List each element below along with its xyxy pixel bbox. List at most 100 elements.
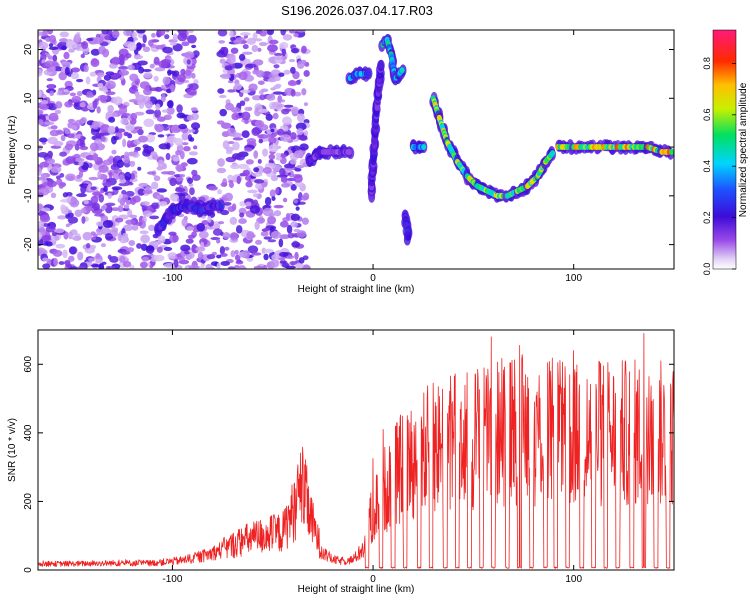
heatmap-cell xyxy=(285,213,291,220)
heatmap-cell xyxy=(127,247,135,253)
heatmap-cell xyxy=(258,41,268,47)
heatmap-cell xyxy=(90,264,101,268)
heatmap-cell xyxy=(219,58,226,64)
heatmap-cell xyxy=(103,185,108,193)
heatmap-cell xyxy=(128,151,137,156)
heatmap-cell xyxy=(48,43,54,48)
heatmap-cell xyxy=(301,195,308,201)
heatmap-cell xyxy=(118,69,130,76)
heatmap-cell xyxy=(68,255,75,262)
heatmap-cell xyxy=(265,113,273,121)
heatmap-cell xyxy=(122,138,127,148)
heatmap-cell xyxy=(227,89,236,93)
x-tick-label: 0 xyxy=(370,273,376,284)
heatmap-cell xyxy=(150,151,158,157)
heatmap-cell xyxy=(270,259,280,268)
heatmap-cell xyxy=(142,34,147,44)
heatmap-cell xyxy=(219,245,226,255)
heatmap-cell xyxy=(195,246,206,252)
heatmap-cell xyxy=(40,31,48,37)
heatmap-cell xyxy=(262,228,270,232)
heatmap-cell xyxy=(160,84,167,90)
heatmap-cell xyxy=(231,112,240,121)
heatmap-cell xyxy=(142,46,151,53)
heatmap-cell xyxy=(89,71,97,77)
heatmap-cell xyxy=(239,200,246,207)
heatmap-cell xyxy=(258,138,264,144)
heatmap-cell xyxy=(188,264,200,269)
heatmap-cell xyxy=(301,88,307,96)
heatmap-cell xyxy=(38,31,43,37)
heatmap-cell xyxy=(68,231,73,240)
heatmap-cell xyxy=(218,202,224,209)
heatmap-cell xyxy=(97,170,102,179)
heatmap-cell xyxy=(117,205,124,213)
heatmap-cell xyxy=(80,207,87,214)
heatmap-cell xyxy=(100,136,106,142)
heatmap-cell xyxy=(175,176,184,182)
heatmap-cell xyxy=(669,148,674,155)
heatmap-cell xyxy=(301,45,307,54)
heatmap-cell xyxy=(59,151,67,157)
heatmap-cell xyxy=(115,217,124,223)
heatmap-cell xyxy=(227,266,236,269)
heatmap-cell xyxy=(180,68,186,76)
heatmap-cell xyxy=(135,94,146,103)
heatmap-cell xyxy=(216,167,227,174)
heatmap-cell xyxy=(50,192,57,199)
heatmap-cell xyxy=(220,182,228,187)
heatmap-cell xyxy=(139,261,148,269)
heatmap-cell xyxy=(275,152,282,158)
heatmap-cell xyxy=(238,163,249,170)
heatmap-cell xyxy=(95,132,102,139)
heatmap-cell xyxy=(52,249,63,257)
heatmap-cell xyxy=(225,146,235,152)
heatmap-cell xyxy=(257,80,265,85)
heatmap-cell xyxy=(74,143,80,151)
heatmap-cell xyxy=(103,74,112,81)
heatmap-cell xyxy=(168,231,177,236)
heatmap-cell xyxy=(92,152,98,162)
heatmap-cell xyxy=(257,159,262,164)
y-tick-label: -10 xyxy=(23,188,34,203)
heatmap-cell xyxy=(243,97,250,102)
heatmap-cell xyxy=(132,195,141,203)
heatmap-cell xyxy=(70,196,78,206)
bottom-y-ticks: 0 200 400 600 xyxy=(23,356,674,573)
heatmap-cell xyxy=(44,60,55,68)
heatmap-cell xyxy=(57,215,67,220)
heatmap-cell xyxy=(98,164,109,173)
heatmap-cell xyxy=(399,67,405,74)
heatmap-cell xyxy=(164,34,170,40)
heatmap-cell xyxy=(165,30,170,33)
heatmap-cell xyxy=(91,120,100,130)
heatmap-cell xyxy=(143,118,155,128)
heatmap-cell xyxy=(291,241,301,248)
heatmap-cell xyxy=(151,39,160,43)
heatmap-cell xyxy=(80,185,87,194)
heatmap-cell xyxy=(257,47,262,52)
heatmap-cell xyxy=(221,122,232,129)
heatmap-cell xyxy=(296,128,304,136)
heatmap-cell xyxy=(140,234,151,244)
heatmap-cell xyxy=(166,170,176,175)
heatmap-cell xyxy=(251,172,263,177)
heatmap-cell xyxy=(282,197,288,203)
heatmap-cell xyxy=(46,158,56,165)
heatmap-cell xyxy=(248,83,258,92)
heatmap-cell xyxy=(186,226,195,231)
colorbar-tick-label: 0.4 xyxy=(702,160,712,173)
heatmap-cell xyxy=(50,125,58,130)
heatmap-cell xyxy=(232,137,244,141)
heatmap-cell xyxy=(191,231,197,238)
heatmap-cell xyxy=(218,40,226,44)
y-tick-label: 20 xyxy=(23,44,34,56)
heatmap-cell xyxy=(197,251,204,260)
heatmap-cell xyxy=(145,109,155,115)
heatmap-cell xyxy=(55,101,63,109)
heatmap-cell xyxy=(176,164,183,173)
heatmap-cell xyxy=(285,255,295,260)
heatmap-cell xyxy=(166,142,171,150)
heatmap-cell xyxy=(293,199,298,204)
